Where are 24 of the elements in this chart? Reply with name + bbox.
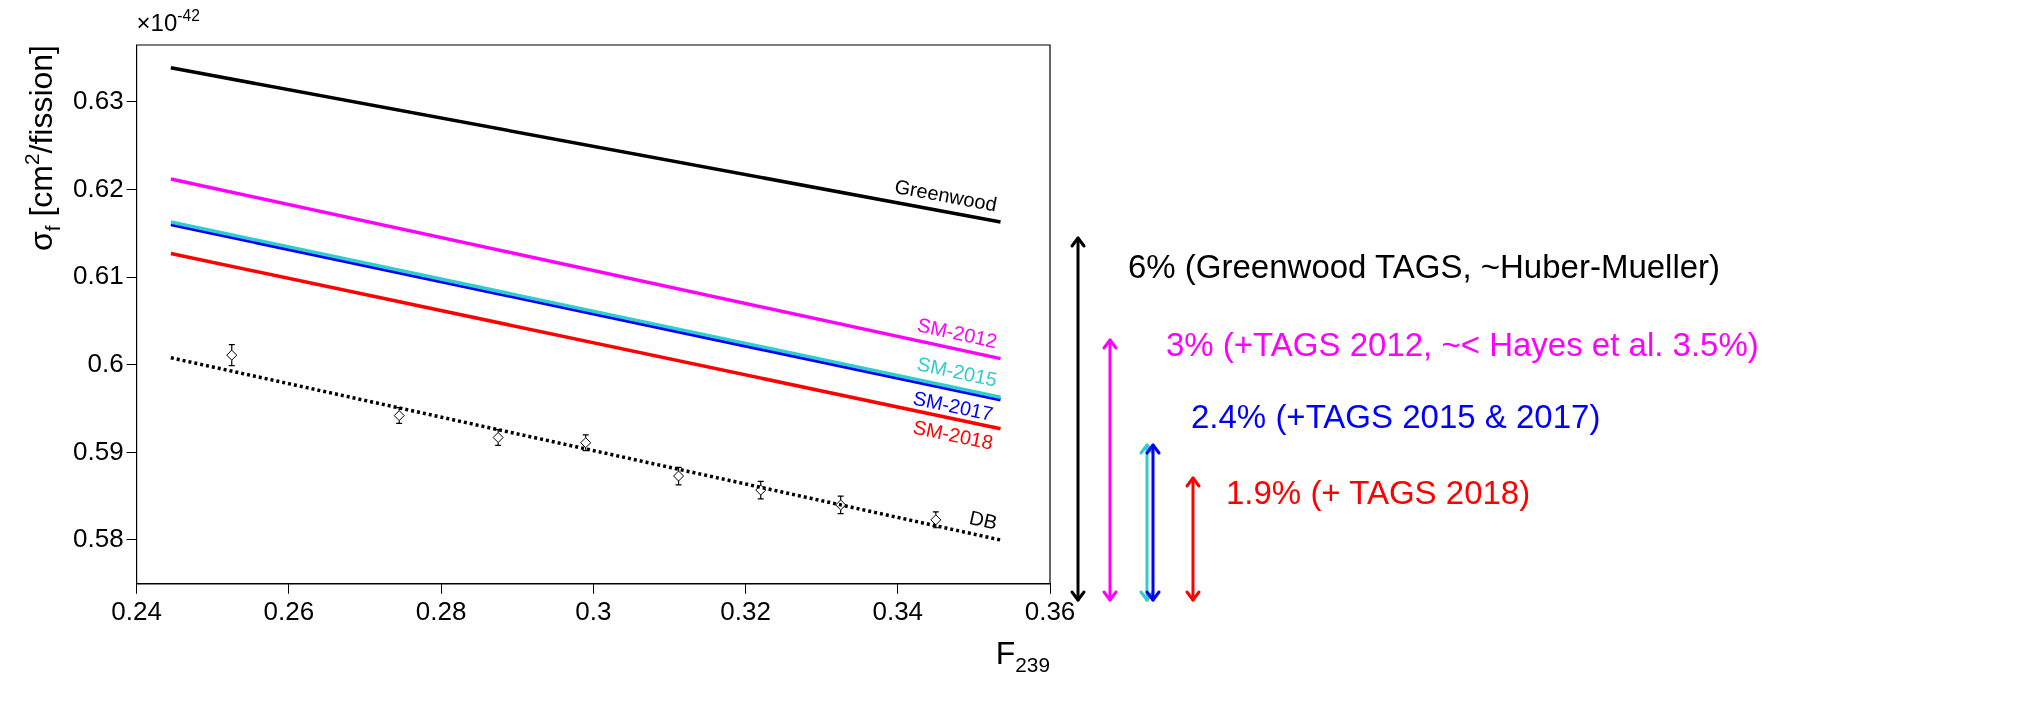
- y-tick-label: 0.61: [72, 260, 124, 291]
- text: Greenwood: [892, 174, 999, 216]
- y-tick-label: 0.59: [72, 435, 124, 466]
- y-tick-label: 0.63: [72, 85, 124, 116]
- x-tick-label: 0.26: [263, 595, 315, 626]
- x-tick-label: 0.32: [720, 595, 771, 626]
- point: [673, 470, 685, 482]
- text: 6% (Greenwood TAGS, ~Huber-Mueller): [1128, 248, 1721, 286]
- text: 2.4% (+TAGS 2015 & 2017): [1191, 398, 1601, 436]
- x-tick-label: 0.36: [1024, 595, 1076, 626]
- x-tick-label: 0.28: [415, 595, 467, 626]
- y-tick-label: 0.6: [87, 347, 124, 378]
- x-tick-label: 0.24: [111, 595, 162, 626]
- y-tick-label: 0.58: [72, 523, 124, 554]
- point: [226, 349, 238, 361]
- x-tick-label: 0.3: [575, 595, 612, 626]
- text: 3% (+TAGS 2012, ~< Hayes et al. 3.5%): [1166, 326, 1759, 364]
- text: DB: [967, 506, 1000, 534]
- y-axis-title: σf [cm2/fission]: [19, 45, 64, 252]
- y-tick-label: 0.62: [72, 172, 124, 203]
- text: SM-2015: [915, 352, 1000, 391]
- text: 1.9% (+ TAGS 2018): [1226, 474, 1531, 512]
- text: SM-2012: [915, 313, 1000, 353]
- x-tick-label: 0.34: [872, 595, 924, 626]
